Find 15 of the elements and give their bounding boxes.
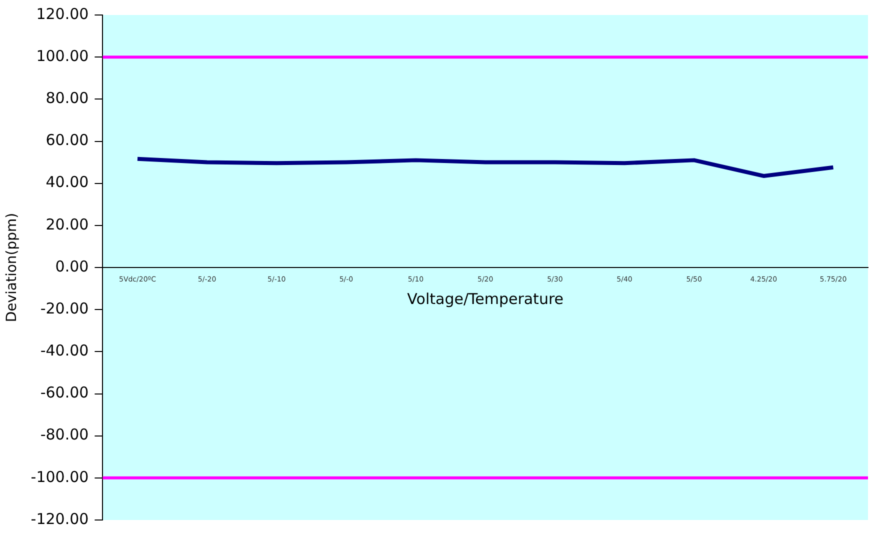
y-tick-label: -60.00 <box>40 384 89 402</box>
y-tick-label: -120.00 <box>30 510 89 528</box>
y-tick-label: 40.00 <box>46 173 89 192</box>
x-axis-title: Voltage/Temperature <box>407 290 564 308</box>
y-axis-title: Deviation(ppm) <box>4 212 20 322</box>
y-tick-label: -20.00 <box>40 299 89 318</box>
y-tick-label: 60.00 <box>46 131 89 150</box>
y-tick-label: -100.00 <box>30 468 89 486</box>
y-tick-label: -40.00 <box>40 342 89 360</box>
y-tick-label: 120.00 <box>36 4 89 23</box>
y-tick-label: 100.00 <box>36 46 89 65</box>
y-tick-label: 80.00 <box>46 89 89 108</box>
y-tick-label: -80.00 <box>40 426 89 444</box>
y-tick-label: 0.00 <box>55 257 89 276</box>
y-tick-label: 20.00 <box>46 215 89 234</box>
